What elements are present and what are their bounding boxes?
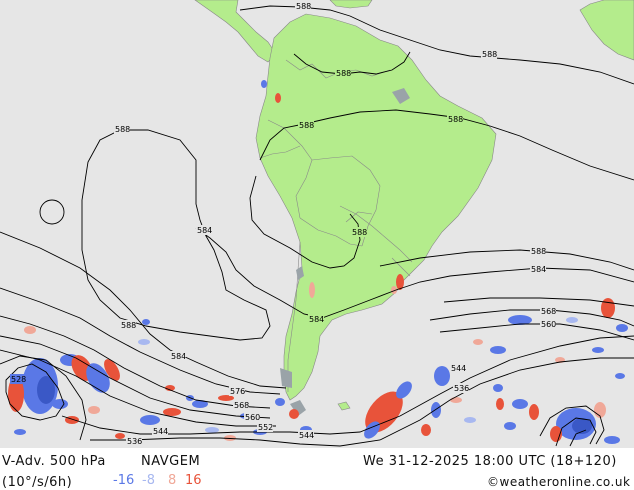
lbl-528: 528 [11, 375, 26, 384]
contour-588-pacific-loop [81, 129, 271, 341]
contour-528-low [5, 363, 65, 421]
advection-shading [8, 80, 628, 444]
contour-se-low-c [569, 429, 587, 447]
contour-circle-pacific [39, 199, 65, 225]
valid-datetime: We 31-12-2025 18:00 UTC (18+120) [363, 454, 617, 469]
contour-se-low-b [555, 417, 597, 447]
south-america [255, 13, 497, 401]
contour-labels: 588 588 588 588 588 588 584 588 588 584 … [10, 1, 556, 446]
lbl-584-pacific: 584 [197, 226, 212, 235]
falkland-islands [337, 401, 351, 411]
lbl-584-sw: 584 [171, 352, 186, 361]
lbl-588-sw: 588 [121, 321, 136, 330]
contour-536-south [90, 357, 634, 447]
caribbean-island-1 [329, 0, 373, 9]
lbl-588-argentina: 588 [352, 228, 367, 237]
contour-584-west [0, 231, 287, 389]
contour-588-pacific-ring [249, 175, 361, 269]
legend-value-neg8: -8 [142, 473, 155, 488]
contour-588-brazil [259, 109, 634, 181]
contour-584-patagonia [195, 227, 634, 319]
lbl-588-top: 588 [296, 2, 311, 11]
contour-east-extra [443, 297, 634, 307]
contour-se-low-a [539, 405, 605, 445]
contour-552 [0, 349, 276, 427]
lbl-560-e: 560 [541, 320, 556, 329]
legend-value-neg16: -16 [113, 473, 135, 488]
product-title: V-Adv. 500 hPa [2, 454, 106, 469]
units-label: (10°/s/6h) [2, 475, 73, 490]
map-footer: V-Adv. 500 hPa NAVGEM We 31-12-2025 18:0… [0, 448, 634, 490]
caribbean-island-2 [579, 0, 634, 61]
contour-588-north-b [293, 51, 411, 75]
credit-link[interactable]: ©weatheronline.co.uk [487, 475, 631, 489]
lbl-588-venezuela: 588 [336, 69, 351, 78]
lbl-588-atlantic-s: 588 [531, 247, 546, 256]
legend-value-16: 16 [185, 473, 202, 488]
lbl-584-atlantic: 584 [531, 265, 546, 274]
lbl-588-brazil-w: 588 [299, 121, 314, 130]
lbl-588-pacific: 588 [115, 125, 130, 134]
weather-map[interactable]: 588 588 588 588 588 588 584 588 588 584 … [0, 0, 634, 448]
lbl-576: 576 [230, 387, 245, 396]
lbl-544-s: 544 [299, 431, 314, 440]
contour-536-low [0, 355, 87, 441]
lbl-568-e: 568 [541, 307, 556, 316]
lbl-552: 552 [258, 423, 273, 432]
lbl-536-e: 536 [454, 384, 469, 393]
lbl-544-sw: 544 [153, 427, 168, 436]
landmasses [194, 0, 634, 411]
legend-value-8: 8 [168, 473, 177, 488]
lbl-588-atlantic-n: 588 [482, 50, 497, 59]
lbl-536-s: 536 [127, 437, 142, 446]
contour-560 [0, 335, 271, 419]
lakes [280, 88, 410, 416]
lbl-568: 568 [234, 401, 249, 410]
lbl-588-brazil-e: 588 [448, 115, 463, 124]
model-name: NAVGEM [141, 454, 201, 469]
lbl-584-patagonia: 584 [309, 315, 324, 324]
contour-568 [0, 315, 271, 409]
lbl-544-e: 544 [451, 364, 466, 373]
contour-588-atlantic [379, 249, 634, 271]
lbl-560-s: 560 [245, 413, 260, 422]
